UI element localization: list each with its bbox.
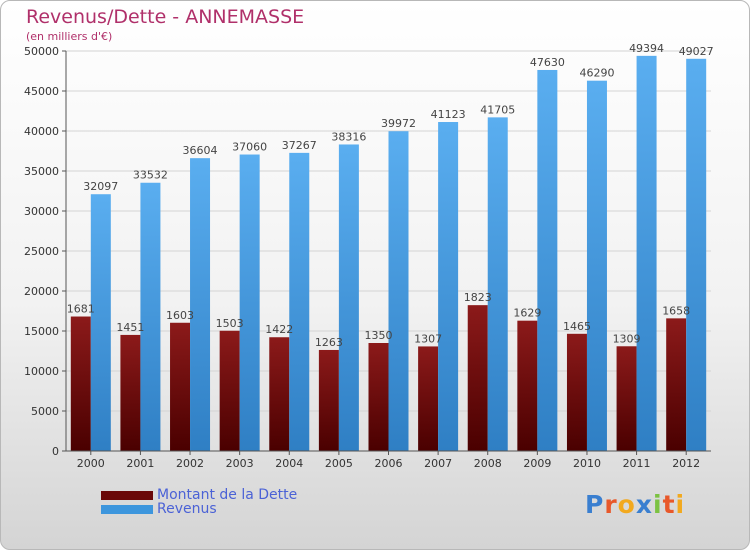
- data-label-dette: 1307: [414, 332, 442, 345]
- bar-dette: [219, 330, 240, 451]
- logo-letter: i: [653, 490, 663, 519]
- y-tick-label: 35000: [24, 165, 59, 178]
- x-tick-label: 2001: [126, 457, 154, 470]
- y-tick-label: 50000: [24, 45, 59, 58]
- bar-revenus: [686, 58, 707, 452]
- x-tick-label: 2003: [226, 457, 254, 470]
- data-label-dette: 1422: [265, 323, 293, 336]
- legend-swatch-revenus: [101, 504, 153, 514]
- y-tick-label: 15000: [24, 325, 59, 338]
- bar-revenus: [239, 154, 260, 451]
- data-label-dette: 1603: [166, 309, 194, 322]
- bar-revenus: [586, 80, 607, 452]
- logo-letter: t: [662, 490, 676, 519]
- bar-dette: [517, 320, 538, 451]
- bar-dette: [666, 318, 687, 451]
- data-label-revenus: 38316: [331, 130, 366, 143]
- x-tick-label: 2011: [623, 457, 651, 470]
- legend-label-revenus: Revenus: [157, 501, 217, 517]
- x-tick-label: 2010: [573, 457, 601, 470]
- logo-letter: i: [675, 490, 686, 519]
- x-tick-label: 2000: [77, 457, 105, 470]
- data-label-revenus: 36604: [183, 144, 218, 157]
- data-label-dette: 1350: [365, 329, 393, 342]
- data-label-dette: 1823: [464, 291, 492, 304]
- x-tick-label: 2005: [325, 457, 353, 470]
- x-tick-label: 2002: [176, 457, 204, 470]
- legend-item-revenus: Revenus: [101, 501, 217, 517]
- y-tick-label: 45000: [24, 85, 59, 98]
- y-tick-label: 25000: [24, 245, 59, 258]
- data-label-revenus: 47630: [530, 56, 565, 69]
- bar-dette: [616, 346, 637, 451]
- y-tick-label: 10000: [24, 365, 59, 378]
- data-label-dette: 1451: [116, 321, 144, 334]
- bar-revenus: [338, 144, 359, 452]
- y-tick-label: 5000: [31, 405, 59, 418]
- data-label-revenus: 37060: [232, 141, 267, 154]
- bars: [70, 55, 707, 452]
- bar-dette: [566, 333, 587, 451]
- data-label-dette: 1658: [662, 304, 690, 317]
- logo-letter: x: [635, 490, 653, 519]
- axes: 0 5000 10000 15000 20000 25000 30000 35000 40000…: [24, 45, 711, 470]
- legend-item-dette: Montant de la Dette: [101, 487, 297, 503]
- logo-letter: P: [585, 490, 605, 519]
- bar-revenus: [438, 122, 459, 452]
- data-label-dette: 1503: [216, 317, 244, 330]
- bar-dette: [418, 346, 439, 451]
- bar-revenus: [190, 158, 211, 451]
- data-label-revenus: 37267: [282, 139, 317, 152]
- bar-dette: [70, 316, 91, 451]
- bar-revenus: [140, 182, 161, 451]
- data-label-dette: 1629: [513, 307, 541, 320]
- data-label-revenus: 41705: [480, 103, 515, 116]
- x-tick-label: 2012: [672, 457, 700, 470]
- logo-letter: o: [617, 490, 636, 519]
- data-label-dette: 1465: [563, 320, 591, 333]
- x-tick-label: 2008: [474, 457, 502, 470]
- data-labels: 1681 32097 1451 33532 1603 36604 1503 37060 1422…: [67, 42, 714, 349]
- bar-revenus: [388, 131, 409, 451]
- x-tick-label: 2009: [523, 457, 551, 470]
- data-label-revenus: 41123: [431, 108, 466, 121]
- data-label-revenus: 46290: [579, 67, 614, 80]
- data-label-dette: 1263: [315, 336, 343, 349]
- bar-revenus: [90, 194, 111, 451]
- bar-dette: [120, 334, 141, 451]
- chart-title: Revenus/Dette - ANNEMASSE: [26, 6, 305, 28]
- bar-dette: [170, 322, 191, 451]
- data-label-revenus: 33532: [133, 169, 168, 182]
- x-tick-label: 2006: [375, 457, 403, 470]
- logo-letter: r: [604, 490, 618, 519]
- bar-dette: [467, 305, 488, 451]
- data-label-dette: 1681: [67, 303, 95, 316]
- y-tick-label: 40000: [24, 125, 59, 138]
- data-label-revenus: 49394: [629, 42, 664, 55]
- x-tick-label: 2004: [275, 457, 303, 470]
- bar-revenus: [537, 69, 558, 452]
- data-label-revenus: 32097: [83, 180, 118, 193]
- y-tick-label: 30000: [24, 205, 59, 218]
- data-label-revenus: 39972: [381, 117, 416, 130]
- chart-subtitle: (en milliers d'€): [26, 30, 113, 43]
- proxiti-logo: Proxiti: [585, 490, 685, 519]
- data-label-revenus: 49027: [679, 45, 714, 58]
- bar-dette: [269, 337, 290, 451]
- legend-label-dette: Montant de la Dette: [157, 487, 298, 503]
- data-label-dette: 1309: [613, 332, 641, 345]
- bar-revenus: [289, 152, 310, 451]
- x-tick-label: 2007: [424, 457, 452, 470]
- bar-revenus: [487, 117, 508, 452]
- bar-revenus: [636, 55, 657, 452]
- legend-swatch-dette: [101, 490, 153, 500]
- bar-dette: [318, 349, 339, 451]
- y-tick-label: 20000: [24, 285, 59, 298]
- bar-dette: [368, 343, 389, 451]
- y-tick-label: 0: [52, 445, 59, 458]
